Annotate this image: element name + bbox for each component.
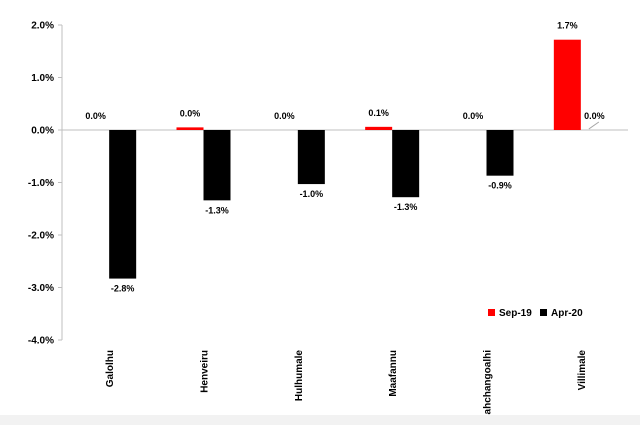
- data-labels: 0.0% -2.8% 0.0% -1.3% 0.0% -1.0% 0.1% -1.3% 0.0%…: [85, 21, 604, 294]
- data-label: 0.0%: [274, 111, 295, 121]
- x-category-label: Hulhumale: [294, 350, 305, 402]
- footer-strip: [0, 415, 640, 425]
- label-leader-lines: [588, 121, 600, 130]
- data-label: 0.0%: [180, 108, 201, 118]
- data-label: -2.8%: [111, 284, 135, 294]
- bar-apr-20-henveiru: [203, 130, 231, 201]
- data-label: -1.3%: [394, 202, 418, 212]
- x-category-label: Villimale: [577, 350, 588, 391]
- y-tick-label: -1.0%: [28, 178, 54, 189]
- bar-apr-20-mahchangoalhi: [486, 130, 514, 176]
- y-tick-label: -3.0%: [28, 283, 54, 294]
- y-tick-label: 1.0%: [31, 73, 54, 84]
- y-tick-label: -4.0%: [28, 336, 54, 347]
- y-axis: 2.0% 1.0% 0.0% -1.0% -2.0% -3.0% -4.0%: [28, 21, 63, 347]
- y-tick-label: 0.0%: [31, 126, 54, 137]
- y-tick-label: -2.0%: [28, 231, 54, 242]
- data-label: -1.3%: [205, 205, 229, 215]
- data-label: 0.1%: [368, 108, 389, 118]
- x-category-label: Galolhu: [105, 350, 116, 387]
- label-leader-line: [588, 121, 600, 130]
- data-label: 0.0%: [463, 111, 484, 121]
- data-label: 0.0%: [85, 111, 106, 121]
- legend-swatch-sep-19: [488, 309, 495, 316]
- bar-apr-20-hulhumale: [297, 130, 325, 185]
- bar-apr-20-galolhu: [109, 130, 137, 279]
- data-label: -1.0%: [300, 189, 324, 199]
- bars: [82, 39, 608, 279]
- x-category-label: Mahchangoalhi: [483, 350, 494, 423]
- legend-label: Apr-20: [551, 308, 583, 319]
- x-category-label: Henveiru: [200, 350, 211, 393]
- data-label: -0.9%: [488, 181, 512, 191]
- bar-apr-20-maafannu: [392, 130, 420, 198]
- legend: Sep-19 Apr-20: [488, 308, 583, 319]
- data-label: 1.7%: [557, 21, 578, 31]
- bar-sep-19-maafannu: [365, 126, 393, 130]
- bar-sep-19-henveiru: [176, 127, 204, 130]
- legend-label: Sep-19: [499, 308, 532, 319]
- bar-sep-19-villimale: [553, 39, 581, 131]
- y-tick-label: 2.0%: [31, 21, 54, 32]
- x-axis: Galolhu Henveiru Hulhumale Maafannu Mahchang…: [105, 350, 588, 423]
- data-label: 0.0%: [584, 111, 605, 121]
- x-category-label: Maafannu: [388, 350, 399, 397]
- legend-swatch-apr-20: [540, 309, 547, 316]
